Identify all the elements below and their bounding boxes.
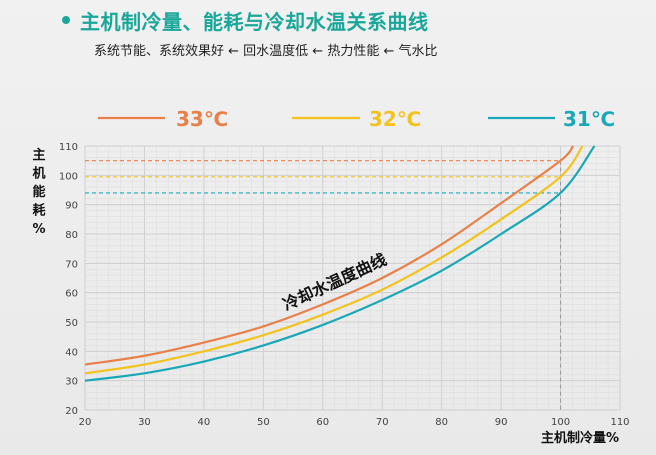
x-tick-label: 80 bbox=[435, 417, 448, 428]
legend-label-33℃: 33℃ bbox=[176, 107, 228, 131]
y-axis-label-char: 主 bbox=[32, 147, 45, 163]
y-tick-label: 20 bbox=[65, 406, 78, 417]
x-axis-label: 主机制冷量% bbox=[541, 430, 619, 446]
y-axis-label-char: 机 bbox=[32, 166, 45, 182]
x-tick-label: 30 bbox=[138, 417, 151, 428]
legend: 33℃ 32℃ 31℃ bbox=[98, 107, 615, 131]
y-tick-label: 50 bbox=[65, 318, 78, 329]
x-tick-label: 40 bbox=[198, 417, 211, 428]
y-tick-label: 30 bbox=[65, 377, 78, 388]
y-tick-label: 80 bbox=[65, 230, 78, 241]
y-axis-label-char: 能 bbox=[32, 184, 45, 200]
x-tick-label: 110 bbox=[610, 417, 629, 428]
series-line-31℃ bbox=[84, 145, 596, 382]
y-tick-label: 70 bbox=[65, 259, 78, 270]
title-row: 主机制冷量、能耗与冷却水温关系曲线 bbox=[62, 2, 429, 38]
y-tick-label: 110 bbox=[59, 142, 78, 153]
y-axis-label-char: 耗 bbox=[32, 203, 45, 219]
legend-label-32℃: 32℃ bbox=[369, 107, 421, 131]
y-tick-label: 60 bbox=[65, 289, 78, 300]
y-tick-label: 40 bbox=[65, 347, 78, 358]
y-axis-label-char: % bbox=[32, 222, 45, 237]
series-line-32℃ bbox=[84, 145, 584, 375]
chart-title: 主机制冷量、能耗与冷却水温关系曲线 bbox=[80, 9, 429, 34]
legend-label-31℃: 31℃ bbox=[563, 107, 615, 131]
x-tick-label: 100 bbox=[551, 417, 570, 428]
series-group bbox=[84, 145, 596, 382]
series-line-33℃ bbox=[84, 145, 574, 366]
y-tick-label: 90 bbox=[65, 201, 78, 212]
x-tick-label: 50 bbox=[257, 417, 270, 428]
chart-subtitle: 系统节能、系统效果好 ← 回水温度低 ← 热力性能 ← 气水比 bbox=[94, 44, 438, 59]
bullet-icon bbox=[62, 16, 70, 24]
tick-labels: 20 30 40 50 60 70 80 90 100 110 20 30 40 50 60 70 80 90 10… bbox=[59, 142, 630, 428]
x-tick-label: 90 bbox=[495, 417, 508, 428]
x-tick-label: 70 bbox=[376, 417, 389, 428]
reference-lines bbox=[85, 160, 562, 410]
x-tick-label: 60 bbox=[316, 417, 329, 428]
x-tick-label: 20 bbox=[79, 417, 92, 428]
y-tick-label: 100 bbox=[59, 171, 78, 182]
